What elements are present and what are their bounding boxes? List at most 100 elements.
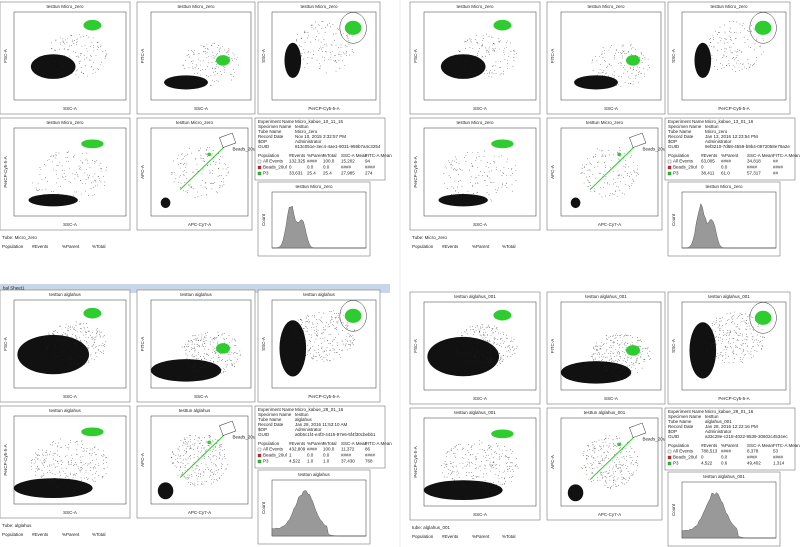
population-swatch: [667, 461, 672, 466]
event-dot: [194, 197, 196, 198]
event-dot: [482, 44, 483, 46]
event-dot: [45, 457, 47, 459]
population-cell: 11,372: [341, 447, 355, 452]
event-dot: [597, 353, 598, 355]
event-dot: [443, 183, 445, 185]
event-dot: [81, 439, 83, 441]
event-dot: [743, 23, 744, 25]
event-dot: [757, 326, 759, 327]
event-dot: [205, 340, 207, 341]
event-dot: [630, 344, 632, 345]
event-dot: [611, 369, 613, 371]
sheet-tab[interactable]: bal Sheet1: [3, 286, 25, 291]
event-dot: [206, 52, 208, 53]
event-dot: [501, 175, 503, 176]
event-dot: [53, 453, 55, 454]
event-dot: [72, 50, 74, 52]
event-dot: [598, 360, 600, 362]
event-dot: [88, 362, 90, 364]
event-dot: [721, 68, 722, 69]
event-dot: [498, 471, 500, 473]
event-dot: [218, 458, 220, 460]
event-dot: [49, 55, 50, 56]
event-dot: [734, 59, 735, 61]
event-dot: [491, 330, 492, 332]
event-dot: [68, 330, 69, 332]
event-dot: [730, 52, 732, 53]
event-dot: [58, 152, 60, 154]
event-dot: [477, 328, 479, 330]
event-dot: [591, 464, 592, 466]
event-dot: [586, 458, 587, 459]
event-dot: [476, 489, 478, 490]
plot-title: testtun Micro_zero: [710, 4, 748, 9]
event-dot: [510, 51, 512, 52]
event-dot: [492, 36, 494, 38]
event-dot: [616, 365, 617, 367]
event-dot: [641, 52, 642, 54]
event-dot: [204, 182, 206, 184]
population-header: #Events: [442, 534, 459, 539]
event-dot: [618, 371, 620, 373]
event-dot: [716, 59, 717, 61]
event-dot: [214, 55, 216, 57]
info-value: Micro_zero: [295, 129, 318, 134]
event-dot: [51, 444, 53, 446]
event-dot: [35, 461, 36, 463]
event-dot: [631, 53, 632, 55]
event-dot: [197, 446, 199, 448]
event-dot: [636, 164, 638, 166]
event-dot: [623, 44, 624, 46]
event-dot: [95, 339, 97, 340]
info-value: alglahus_001: [705, 419, 732, 424]
event-dot: [647, 59, 649, 60]
event-dot: [727, 330, 729, 331]
event-dot: [478, 364, 479, 366]
event-dot: [624, 171, 626, 172]
event-dot: [323, 39, 325, 40]
event-dot: [625, 345, 627, 346]
event-dot: [195, 468, 197, 470]
event-dot: [512, 469, 514, 470]
event-dot: [454, 453, 456, 454]
event-dot: [75, 330, 76, 331]
event-dot: [74, 474, 76, 476]
event-dot: [303, 330, 304, 332]
event-dot: [487, 176, 488, 177]
y-axis-label: SSC-A: [671, 49, 676, 63]
event-dot: [214, 74, 216, 76]
event-dot: [296, 40, 298, 42]
gated-events: [493, 19, 512, 31]
event-dot: [237, 358, 238, 360]
event-dot: [323, 327, 324, 328]
event-dot: [732, 362, 734, 363]
event-dot: [517, 467, 519, 469]
event-dot: [68, 343, 69, 345]
event-dot: [55, 151, 57, 153]
event-dot: [487, 346, 489, 348]
gate: [219, 420, 237, 436]
event-dot: [189, 359, 190, 360]
event-dot: [218, 477, 220, 478]
event-dot: [105, 166, 107, 168]
event-dot: [623, 344, 625, 346]
event-dot: [211, 468, 212, 470]
population-header: Population: [668, 153, 690, 158]
event-dot: [746, 320, 748, 321]
event-dot: [222, 458, 224, 460]
event-dot: [218, 185, 220, 186]
event-dot: [604, 471, 606, 473]
event-dot: [336, 321, 338, 323]
event-dot: [450, 474, 452, 475]
event-dot: [479, 483, 480, 485]
event-dot: [469, 461, 471, 463]
event-dot: [492, 482, 494, 484]
event-dot: [219, 445, 220, 447]
event-dot: [303, 349, 304, 351]
event-dot: [604, 170, 606, 172]
event-dot: [644, 347, 646, 349]
event-dot: [459, 351, 461, 353]
event-dot: [183, 158, 184, 160]
info-label: GUID: [258, 432, 270, 437]
event-dot: [486, 72, 488, 74]
